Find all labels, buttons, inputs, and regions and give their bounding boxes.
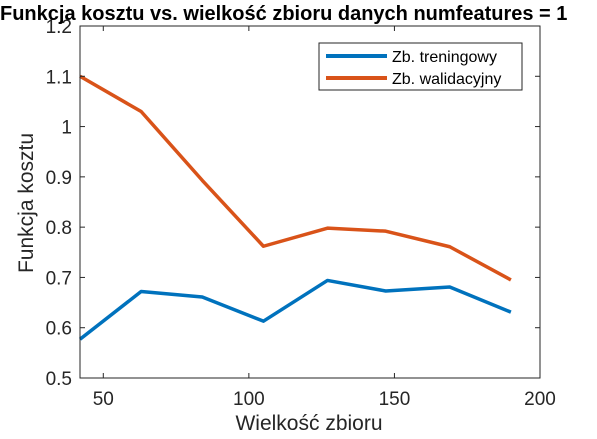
y-tick-label: 0.7 — [46, 268, 72, 289]
legend-label-1: Zb. treningowy — [392, 49, 497, 66]
y-tick-label: 1.1 — [46, 67, 72, 88]
y-tick-label: 1.2 — [46, 17, 72, 38]
chart-title: Funkcja kosztu vs. wielkość zbioru danyc… — [0, 3, 567, 25]
legend-box — [318, 42, 523, 91]
y-tick-label: 0.5 — [46, 369, 72, 390]
x-tick-label: 50 — [93, 389, 114, 410]
y-tick-label: 1 — [61, 118, 72, 139]
legend-label-2: Zb. walidacyjny — [392, 71, 501, 88]
axes-box — [79, 25, 541, 379]
y-tick-label: 0.9 — [46, 168, 72, 189]
y-axis-title: Funkcja kosztu — [15, 133, 38, 273]
x-tick-label: 200 — [524, 389, 556, 410]
series-line-2 — [79, 74, 512, 282]
series-line-1 — [78, 278, 512, 341]
plot-layer — [78, 74, 512, 341]
legend: Zb. treningowy Zb. walidacyjny — [318, 42, 523, 91]
y-tick-label: 0.8 — [46, 218, 72, 239]
x-tick-label: 150 — [379, 389, 411, 410]
y-tick-label: 0.6 — [46, 319, 72, 340]
x-axis-title: Wielkość zbioru — [235, 412, 382, 434]
x-tick-label: 100 — [233, 389, 265, 410]
axes-layer: 50 100 150 200 0.5 0.6 0.7 0.8 0.9 1 1.1 1.2 — [46, 17, 556, 410]
